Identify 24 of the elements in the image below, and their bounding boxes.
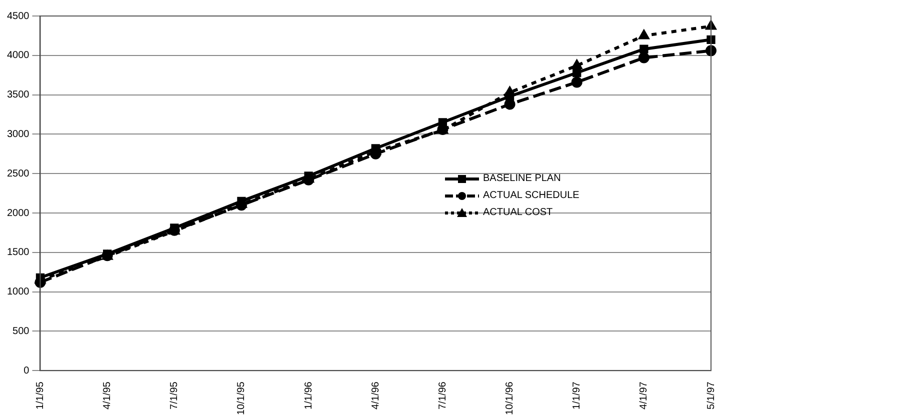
x-tick-label: 4/1/97	[638, 381, 650, 410]
y-tick-label: 1000	[6, 286, 30, 298]
x-tick-label: 7/1/95	[169, 381, 180, 410]
y-tick-label: 1500	[6, 247, 30, 258]
x-tick-label: 4/1/95	[102, 381, 114, 410]
legend-label: ACTUAL SCHEDULE	[483, 189, 580, 203]
y-tick-label: 3500	[6, 90, 30, 101]
y-tick-label: 2500	[6, 168, 30, 180]
y-tick-label: 500	[12, 326, 30, 337]
legend-label: ACTUAL COST	[483, 206, 553, 220]
y-tick-label: 3000	[6, 128, 30, 140]
legend-label: BASELINE PLAN	[483, 172, 561, 186]
x-tick-label: 4/1/96	[370, 381, 382, 410]
x-tick-label: 1/1/96	[303, 381, 314, 410]
x-tick-label: 10/1/96	[504, 381, 516, 416]
y-tick-label: 2000	[6, 208, 30, 219]
y-tick-label: 4000	[6, 50, 30, 62]
x-tick-label: 1/1/95	[34, 381, 46, 410]
x-tick-label: 7/1/96	[437, 381, 448, 410]
y-tick-label: 4500	[6, 10, 30, 22]
x-tick-label: 10/1/95	[236, 381, 248, 416]
x-tick-label: 1/1/97	[572, 381, 583, 410]
x-tick-label: 5/1/97	[706, 381, 717, 410]
y-tick-label: 0	[24, 365, 30, 376]
